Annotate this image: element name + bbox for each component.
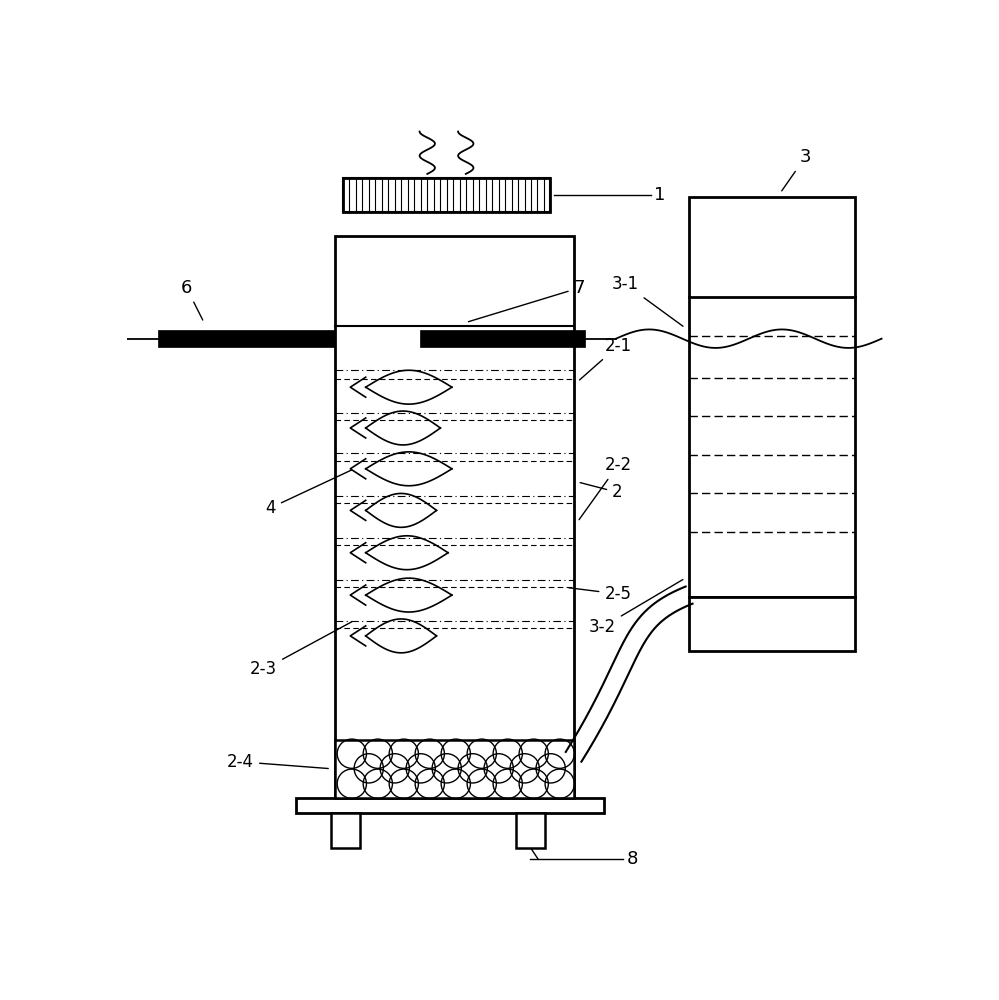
Text: 2-5: 2-5 bbox=[568, 585, 631, 603]
Text: 3: 3 bbox=[782, 148, 811, 191]
Bar bbox=[420, 330, 585, 347]
Text: 3-2: 3-2 bbox=[589, 580, 683, 636]
Bar bbox=[335, 235, 573, 798]
Text: 2-4: 2-4 bbox=[227, 753, 329, 771]
Text: 8: 8 bbox=[626, 850, 638, 868]
Text: 1: 1 bbox=[654, 186, 665, 204]
Bar bbox=[297, 798, 604, 813]
Bar bbox=[343, 178, 550, 212]
Text: 2-3: 2-3 bbox=[250, 622, 352, 678]
Text: 4: 4 bbox=[266, 470, 352, 517]
Text: 3-1: 3-1 bbox=[612, 275, 683, 326]
Bar bbox=[515, 813, 545, 848]
Text: 6: 6 bbox=[181, 279, 203, 320]
Text: 2-1: 2-1 bbox=[579, 337, 631, 380]
Text: 2-2: 2-2 bbox=[579, 456, 631, 520]
Bar bbox=[343, 178, 550, 212]
Bar bbox=[158, 330, 335, 347]
Bar bbox=[335, 740, 573, 798]
Text: 7: 7 bbox=[469, 279, 585, 322]
Bar bbox=[689, 197, 854, 597]
Bar bbox=[331, 813, 361, 848]
Bar bbox=[689, 597, 854, 651]
Text: 2: 2 bbox=[580, 483, 622, 501]
